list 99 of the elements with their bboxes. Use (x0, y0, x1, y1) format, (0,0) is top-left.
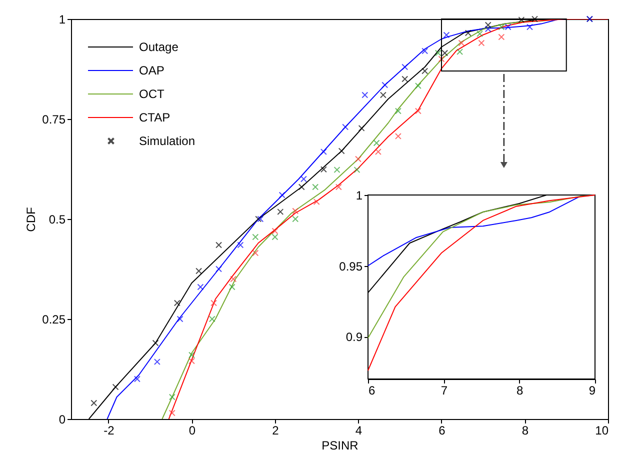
point (152, 340, 159, 346)
point (484, 26, 492, 32)
x-tick-label: 7 (440, 384, 448, 398)
legend-label: OAP (139, 64, 164, 78)
legend-label: CTAP (139, 110, 170, 124)
point (422, 48, 428, 54)
x-tick-label: 8 (516, 384, 524, 398)
point (230, 276, 237, 282)
point (300, 176, 307, 182)
point (320, 166, 327, 173)
x-tick-label: 10 (595, 424, 609, 438)
point (278, 192, 286, 198)
legend-label: OCT (139, 87, 165, 101)
x-tick-label: 9 (588, 384, 596, 398)
point (292, 208, 299, 214)
point (237, 242, 244, 248)
point (442, 50, 448, 56)
point (338, 148, 345, 154)
y-axis-title: CDF (24, 207, 38, 232)
point (498, 24, 505, 30)
point (478, 40, 485, 46)
x-tick-label: 6 (368, 384, 376, 398)
point (414, 108, 422, 114)
point (112, 384, 119, 390)
point (168, 394, 176, 400)
point (174, 300, 180, 306)
point (531, 16, 538, 22)
y-tick-label: 0.95 (339, 259, 363, 274)
point (526, 24, 533, 30)
point (382, 82, 388, 88)
point (313, 198, 320, 206)
x-tick-label: 0 (188, 424, 196, 438)
line-series (368, 194, 596, 372)
point (216, 242, 222, 248)
point (154, 358, 160, 366)
point (196, 268, 202, 274)
x-tick-label: 4 (355, 424, 362, 438)
point (518, 16, 525, 24)
y-tick-label: 0.9 (346, 330, 363, 344)
point (277, 208, 284, 216)
point (90, 400, 98, 406)
point (422, 68, 428, 74)
point (188, 352, 195, 358)
y-tick-label: 1 (58, 12, 66, 26)
point (354, 166, 360, 174)
line-series (368, 194, 596, 338)
y-tick-label: 0.5 (48, 212, 66, 226)
point (188, 358, 195, 364)
point (362, 92, 368, 98)
point (272, 228, 278, 234)
point (380, 92, 386, 98)
point (402, 76, 408, 82)
point (394, 108, 402, 114)
point (228, 284, 236, 290)
point (335, 184, 342, 190)
point (504, 24, 512, 30)
point (252, 234, 259, 240)
x-tick-label: 6 (438, 424, 446, 438)
point (312, 184, 319, 190)
legend-label: Simulation (139, 134, 196, 148)
point (272, 234, 278, 240)
point (197, 284, 204, 290)
x-tick-label: 8 (522, 424, 529, 438)
point (394, 132, 402, 140)
point (358, 124, 365, 132)
point (208, 316, 216, 322)
point (464, 30, 472, 36)
point (434, 50, 442, 56)
point (476, 30, 484, 38)
point (458, 40, 465, 46)
x-tick-label: -2 (104, 424, 115, 438)
point (334, 166, 340, 174)
y-tick-label: 1 (356, 188, 363, 202)
point (168, 410, 176, 416)
point (320, 148, 327, 156)
point (374, 148, 382, 156)
point (484, 22, 492, 28)
y-tick-label: 0.75 (42, 112, 66, 126)
x-axis-title: PSINR (322, 438, 359, 452)
point (498, 34, 505, 40)
legend-label: Outage (139, 40, 179, 54)
point (373, 140, 380, 146)
point (216, 266, 222, 272)
point (134, 376, 140, 382)
point (443, 32, 450, 38)
point (456, 48, 464, 56)
point (354, 156, 362, 162)
point (402, 64, 408, 70)
point (414, 82, 422, 90)
point (252, 250, 259, 256)
point (438, 56, 445, 62)
y-tick-label: 0 (58, 412, 66, 426)
point (298, 184, 305, 190)
y-tick-label: 0.25 (42, 312, 66, 326)
x-tick-label: 2 (272, 424, 280, 438)
point (342, 124, 349, 130)
point (176, 316, 184, 322)
point (210, 300, 218, 306)
point (292, 216, 299, 222)
